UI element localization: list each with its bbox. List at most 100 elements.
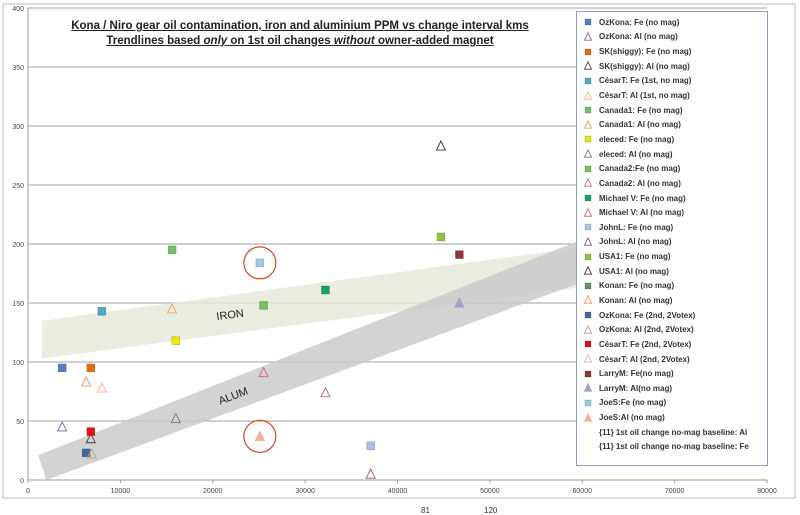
legend-square-icon (577, 17, 599, 27)
x-tick-label: 10000 (111, 488, 131, 495)
legend-triangle-icon (577, 412, 599, 423)
data-point (435, 139, 447, 151)
subtitle-part: on 1st oil changes (227, 35, 334, 47)
legend-marker (584, 194, 592, 202)
legend-marker (583, 266, 593, 275)
legend-label: Michael V: Al (no mag) (599, 208, 685, 218)
legend-label: SK(shiggy): Fe (no mag) (599, 47, 692, 57)
legend-square-icon (577, 252, 599, 262)
legend-label: CésarT: Fe (2nd, 2Votex) (599, 339, 692, 349)
legend-label: Michael V: Fe (no mag) (599, 193, 686, 203)
subtitle-emphasis: without (333, 35, 375, 47)
data-point (85, 432, 97, 444)
legend-marker (584, 253, 592, 260)
legend-label: Canada2: Al (no mag) (599, 178, 681, 188)
legend-item: USA1: Fe (no mag) (577, 249, 767, 264)
legend-item: OzKona: Fe (2nd, 2Votex) (577, 308, 767, 323)
trend-band-iron (41, 247, 580, 359)
legend-square-icon (577, 339, 599, 349)
subtitle-part: owner-added magnet (374, 35, 494, 47)
legend-item: Canada2: Al (no mag) (577, 176, 767, 191)
y-tick-label: 200 (12, 242, 24, 249)
data-point (454, 296, 465, 308)
legend-label: CésarT: Fe (1st, no mag) (599, 76, 692, 86)
x-tick-label: 70000 (665, 488, 685, 495)
legend-marker (584, 106, 592, 114)
legend-triangle-icon (577, 266, 599, 276)
legend-item: Canada1: Fe (no mag) (577, 103, 767, 118)
legend-square-icon (577, 193, 599, 203)
legend-square-icon (577, 398, 599, 408)
legend-label: JohnL: Al (no mag) (599, 237, 672, 247)
legend-label: OzKona: Al (no mag) (599, 32, 678, 42)
legend-item: LarryM: Al(no mag) (577, 381, 767, 396)
data-point (86, 447, 97, 459)
legend-marker (583, 412, 593, 422)
legend-triangle-icon (577, 324, 599, 335)
legend-label: LarryM: Al(no mag) (599, 383, 673, 393)
data-point (255, 258, 265, 268)
legend-triangle-icon (577, 236, 599, 247)
legend-item: USA1: Al (no mag) (577, 264, 767, 279)
data-point (167, 245, 177, 255)
legend-triangle-icon (577, 149, 599, 159)
legend-marker (583, 31, 593, 41)
x-tick-label: 60000 (573, 488, 593, 495)
legend-square-icon (577, 47, 599, 57)
legend-marker (583, 119, 593, 129)
legend-marker (583, 90, 593, 100)
trend-band-label: IRON (216, 308, 245, 324)
legend-item: eleced: Fe (no mag) (577, 132, 767, 147)
legend-triangle-icon (577, 178, 599, 188)
legend-label: SK(shiggy): Al (no mag) (599, 61, 690, 71)
x-tick-label: 30000 (295, 488, 315, 495)
legend-item: OzKona: Al (no mag) (577, 30, 767, 45)
legend-label: Canada1: Fe (no mag) (599, 105, 683, 115)
legend-label: OzKona: Al (2nd, 2Votex) (599, 325, 694, 335)
data-point (258, 366, 269, 378)
legend-square-icon (577, 310, 599, 320)
x-tick-label: 80000 (757, 488, 777, 495)
y-tick-label: 350 (12, 65, 24, 72)
legend-marker (583, 207, 593, 217)
data-point (80, 375, 92, 387)
y-tick-label: 0 (20, 478, 24, 485)
legend-item: Canada2:Fe (no mag) (577, 161, 767, 176)
legend-label: Konan: Fe (no mag) (599, 281, 675, 291)
legend-label: JohnL: Fe (no mag) (599, 222, 674, 232)
data-point (259, 301, 268, 310)
x-tick-label: 20000 (203, 488, 223, 495)
legend-label: USA1: Fe (no mag) (599, 252, 671, 262)
legend-label: JoeS:Fe (no mag) (599, 398, 667, 408)
legend-label: JoeS:Al (no mag) (599, 413, 665, 423)
legend-square-icon (577, 76, 599, 86)
data-point (436, 232, 446, 242)
y-tick-label: 300 (12, 124, 24, 131)
legend-item: Canada1: Al (no mag) (577, 117, 767, 132)
subtitle-emphasis: only (203, 35, 228, 47)
legend-item: CésarT: Fe (2nd, 2Votex) (577, 337, 767, 352)
legend-item: eleced: Al (no mag) (577, 147, 767, 162)
legend-square-icon (577, 369, 599, 379)
y-tick-label: 50 (16, 419, 24, 426)
trend-band-alum (38, 240, 580, 480)
data-point (170, 412, 182, 424)
legend-item: Michael V: Fe (no mag) (577, 191, 767, 206)
highlight-circle (243, 246, 277, 280)
legend-label: eleced: Fe (no mag) (599, 134, 675, 144)
data-point (56, 420, 68, 432)
data-point (86, 363, 96, 373)
legend-marker (583, 149, 593, 158)
legend-marker (584, 223, 592, 231)
legend-square-icon (577, 105, 599, 115)
legend-label: Canada1: Al (no mag) (599, 120, 681, 130)
data-point (254, 430, 266, 441)
legend-marker (583, 61, 593, 70)
legend-marker (583, 324, 593, 334)
legend: OzKona: Fe (no mag) OzKona: Al (no mag) SK… (576, 11, 768, 466)
data-point (57, 363, 67, 373)
legend-item: OzKona: Al (2nd, 2Votex) (577, 322, 767, 337)
legend-marker (583, 295, 593, 305)
legend-square-icon (577, 134, 599, 144)
